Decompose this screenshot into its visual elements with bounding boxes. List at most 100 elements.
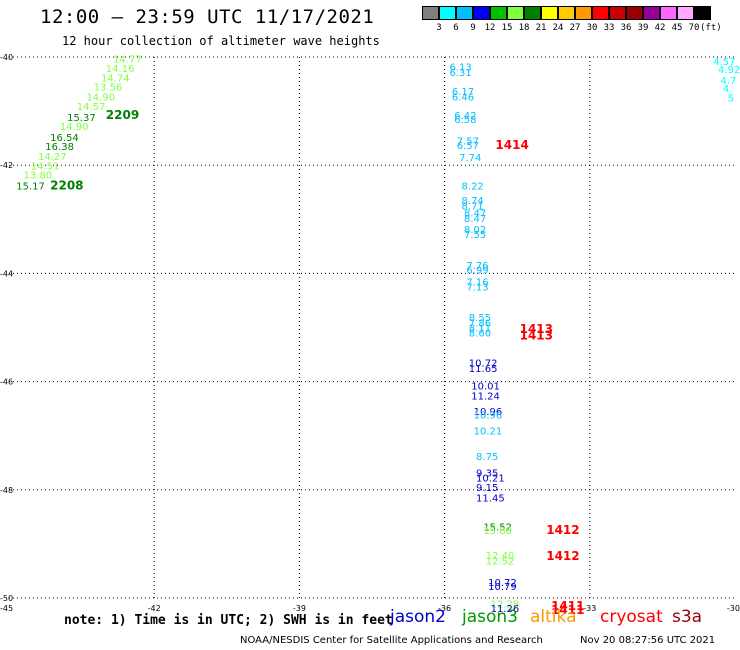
color-scale-swatch — [592, 6, 609, 20]
wave-height-value: 15.37 — [67, 113, 96, 124]
x-tick-label: -42 — [148, 604, 161, 613]
wave-height-value: 7.74 — [459, 153, 481, 164]
track-time-label: 2208 — [50, 179, 83, 193]
wave-height-value: 8.60 — [469, 329, 491, 340]
color-scale-tick: 45 — [671, 23, 683, 33]
wave-height-value: 15.88 — [483, 526, 512, 537]
color-scale-tick: 33 — [603, 23, 615, 33]
wave-height-value: 7.13 — [466, 283, 488, 294]
wave-height-value: 4.7 — [720, 76, 736, 87]
wave-height-value: 10.21 — [474, 427, 503, 438]
chart-subtitle: 12 hour collection of altimeter wave hei… — [62, 34, 380, 48]
color-scale-tick: 12 — [484, 23, 496, 33]
wave-height-value: 16.38 — [45, 142, 74, 153]
wave-height-value: 8.22 — [462, 182, 484, 193]
wave-height-value: 8.74 — [462, 196, 484, 207]
wave-height-value: 15.17 — [16, 182, 45, 193]
wave-height-value: 8.55 — [469, 313, 491, 324]
note-text: note: 1) Time is in UTC; 2) SWH is in fe… — [64, 613, 393, 628]
wave-height-value: 8.71 — [462, 202, 484, 213]
wave-height-value: 9.15 — [476, 483, 498, 494]
color-scale-swatch — [643, 6, 660, 20]
track-time-label: 1412 — [546, 549, 579, 563]
track-time-label: 1413 — [520, 322, 553, 336]
legend-item-altika: altika — [530, 607, 577, 627]
legend-item-jason2: jason2 — [390, 607, 446, 627]
wave-height-value: 7.76 — [466, 261, 488, 272]
wave-height-value: 13.80 — [24, 171, 53, 182]
wave-height-value: 6.46 — [452, 92, 474, 103]
wave-height-value: 10.72 — [469, 358, 498, 369]
wave-height-value: 13.56 — [94, 83, 123, 94]
wave-height-value: 7.57 — [457, 137, 479, 148]
color-scale-swatch — [541, 6, 558, 20]
wave-height-value: 6.57 — [457, 141, 479, 152]
track-time-label: 2209 — [106, 108, 139, 122]
wave-height-value: 4.92 — [718, 65, 740, 76]
legend-item-s3a: s3a — [672, 607, 703, 627]
x-tick-label: -36 — [438, 604, 451, 613]
wave-height-value: 11.24 — [471, 391, 500, 402]
wave-height-value: 14.57 — [77, 102, 106, 113]
color-scale-tick: 42 — [654, 23, 666, 33]
x-tick-label: -30 — [727, 604, 740, 613]
wave-height-value: 7.55 — [464, 230, 486, 241]
wave-height-value: 8.02 — [464, 225, 486, 236]
wave-height-value: 10.96 — [474, 407, 503, 418]
wave-height-value: 14.27 — [38, 152, 67, 163]
color-scale-swatch — [490, 6, 507, 20]
wave-height-value: 6.58 — [454, 115, 476, 126]
wave-height-value: 10.79 — [488, 582, 517, 593]
color-scale-swatch — [558, 6, 575, 20]
wave-height-value: 14.77 — [113, 54, 142, 65]
color-scale-tick: 9 — [470, 23, 476, 33]
track-time-label: 1412 — [546, 523, 579, 537]
y-tick-label: -50 — [0, 594, 13, 603]
wave-height-value: 11.45 — [476, 494, 505, 505]
color-scale-swatch — [524, 6, 541, 20]
wave-height-value: 11.26 — [491, 604, 520, 615]
wave-height-value: 7.86 — [469, 318, 491, 329]
wave-height-value: 6.17 — [452, 87, 474, 98]
color-scale-swatch — [694, 6, 711, 20]
wave-height-value: 14.90 — [60, 122, 89, 133]
legend-item-jason3: jason3 — [462, 607, 518, 627]
color-scale-swatch — [456, 6, 473, 20]
footer-credit: NOAA/NESDIS Center for Satellite Applica… — [240, 635, 543, 646]
x-tick-label: -45 — [0, 604, 13, 613]
legend-item-cryosat: cryosat — [600, 607, 663, 627]
x-tick-label: -39 — [293, 604, 306, 613]
color-scale-swatch — [473, 6, 490, 20]
wave-height-value: 10.96 — [474, 410, 503, 421]
color-scale-swatch — [677, 6, 694, 20]
wave-height-value: 6.99 — [466, 265, 488, 276]
color-scale-swatch — [507, 6, 524, 20]
color-scale-swatch — [575, 6, 592, 20]
wave-height-value: 6.13 — [449, 63, 471, 74]
wave-height-value: 12.28 — [491, 600, 520, 611]
color-scale-tick: 30 — [586, 23, 598, 33]
color-scale-swatch — [626, 6, 643, 20]
wave-height-value: 8.75 — [476, 452, 498, 463]
color-scale-tick: 27 — [569, 23, 581, 33]
wave-height-value: 11.65 — [469, 364, 498, 375]
y-tick-label: -46 — [0, 378, 13, 387]
track-time-label: 1414 — [495, 138, 528, 152]
wave-height-value: 4.57 — [713, 57, 735, 68]
wave-height-value: 14.74 — [101, 73, 130, 84]
color-scale-swatch — [660, 6, 677, 20]
color-scale-tick: 18 — [518, 23, 530, 33]
y-tick-label: -48 — [0, 486, 13, 495]
color-scale-tick: 24 — [552, 23, 564, 33]
color-scale-tick: 15 — [501, 23, 513, 33]
chart-title: 12:00 – 23:59 UTC 11/17/2021 — [40, 6, 375, 28]
color-scale-tick: 36 — [620, 23, 632, 33]
wave-height-value: 14.90 — [86, 92, 115, 103]
wave-height-value: 9.35 — [476, 468, 498, 479]
color-scale-swatch — [439, 6, 456, 20]
wave-height-value: 12.52 — [486, 556, 515, 567]
color-scale-swatch — [609, 6, 626, 20]
track-time-label: 1411 — [551, 603, 584, 617]
track-time-label: 1413 — [520, 328, 553, 342]
